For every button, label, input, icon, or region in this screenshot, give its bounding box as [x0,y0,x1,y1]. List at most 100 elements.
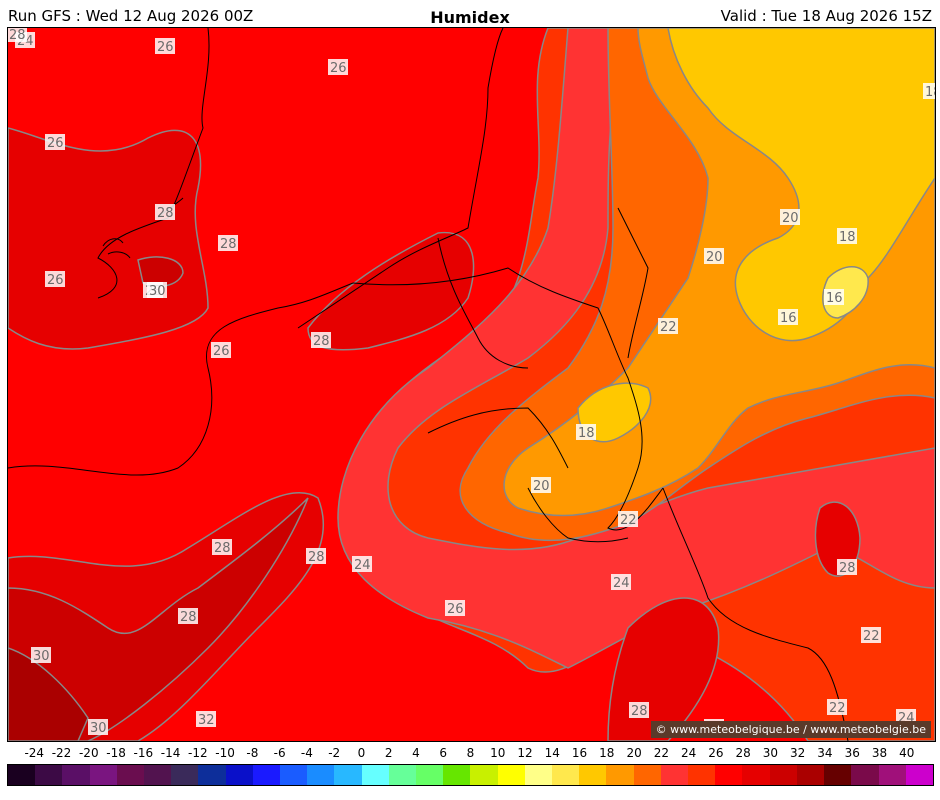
legend-swatch [35,765,63,785]
legend-ticks: -24 -22 -20 -18 -16 -14 -12 -10 -8 -6 -4 -2 0 2 4 6 8 10 1… [7,746,934,762]
contour-label: 28 [839,561,856,576]
contour-label-bg [861,627,881,643]
legend-tick: 40 [899,746,915,760]
legend-swatch [688,765,716,785]
contour-label: 28 [9,28,26,43]
contour-label-bg [658,318,678,334]
legend-tick: 22 [653,746,669,760]
legend-tick: 10 [490,746,506,760]
field-16 [822,266,869,319]
legend-swatch [633,765,661,785]
legend-swatch [443,765,471,785]
legend-tick: 16 [571,746,588,760]
contour-label-bg [306,548,326,564]
legend-swatch [198,765,226,785]
legend-swatch [824,765,852,785]
contour-label-bg [923,83,935,99]
legend-swatch [497,765,525,785]
legend-swatch [769,765,797,785]
contour-label-bg [45,271,65,287]
contour-label: 28 [214,541,231,556]
legend-swatch [307,765,335,785]
contour-label-bg [211,342,231,358]
legend-swatch [388,765,417,785]
legend-swatch [225,765,253,785]
contour-label-bg [352,556,372,572]
field-32-west [8,647,89,741]
legend-swatch [796,765,825,785]
legend-swatch [62,765,90,785]
map-canvas: 24 26 26 26 26 28 28 28 30 28 26 28 28 28 30 30 32 28 24 26… [8,28,935,741]
contour-label-bg [31,647,51,663]
contour-label: 22 [620,513,637,528]
legend-tick: -12 [188,746,208,760]
contour-label-bg [8,28,27,42]
legend-swatch [851,765,879,785]
contour-label: 16 [826,291,843,306]
legend-tick: 2 [384,746,393,760]
legend-swatch [606,765,634,785]
legend-tick: 6 [439,746,448,760]
legend-swatch [171,765,199,785]
legend-tick: -6 [273,746,286,760]
contour-label-bg [88,719,108,735]
contour-label-bg [629,702,649,718]
contour-label: 18 [578,426,595,441]
contour-label: 26 [330,61,347,76]
legend-swatch [715,765,743,785]
contour-label-bg [147,282,167,298]
contour-label: 26 [47,273,64,288]
contour-label: 30 [149,284,166,299]
legend-swatch [334,765,362,785]
legend-tick: -10 [215,746,235,760]
legend-tick: -16 [133,746,154,760]
legend-swatches [7,764,934,786]
legend-swatch [361,765,389,785]
contour-label-bg [837,228,857,244]
contour-label-bg [212,539,232,555]
contour-label-bg [155,204,175,220]
legend-tick: -24 [24,746,45,760]
field-28-northwest [8,127,209,350]
contour-label: 28 [313,334,330,349]
contour-label: 30 [90,721,107,736]
contour-label-bg [618,511,638,527]
legend-swatch [470,765,498,785]
contour-label-bg [45,134,65,150]
legend-swatch [552,765,580,785]
legend-tick: -4 [300,746,313,760]
contour-label: 22 [829,701,846,716]
legend-tick: -2 [328,746,341,760]
contour-label: 18 [839,230,856,245]
color-legend: -24 -22 -20 -18 -16 -14 -12 -10 -8 -6 -4 -2 0 2 4 6 8 10 1… [7,744,934,790]
valid-time-label: Valid : Tue 18 Aug 2026 15Z [720,7,932,25]
legend-tick: 18 [599,746,615,760]
contour-label-bg [827,699,847,715]
contour-label: 28 [631,704,648,719]
legend-swatch [579,765,607,785]
legend-swatch [524,765,553,785]
legend-tick: 4 [412,746,420,760]
field-30-northwest [137,256,184,288]
legend-tick: 12 [517,746,533,760]
legend-swatch [116,765,145,785]
legend-swatch [905,765,933,785]
legend-tick: -18 [106,746,126,760]
contour-labels: 24 26 26 26 26 28 28 28 30 28 26 28 28 28 30 30 32 28 24 26… [8,28,935,736]
contour-label: 30 [33,649,50,664]
contour-label-bg [780,209,800,225]
contour-label-bg [328,59,348,75]
legend-tick: 34 [817,746,833,760]
contour-label-bg [778,309,798,325]
contour-label: 20 [533,479,550,494]
country-borders [352,207,849,741]
contour-label: 22 [660,320,677,335]
contour-label: 22 [863,629,880,644]
legend-tick: 28 [735,746,751,760]
contour-label-bg [576,424,596,440]
field-28-coast [307,231,475,351]
legend-tick: 26 [708,746,724,760]
contour-label-bg [311,332,331,348]
contour-label: 24 [354,558,371,573]
legend-tick: 38 [871,746,888,760]
